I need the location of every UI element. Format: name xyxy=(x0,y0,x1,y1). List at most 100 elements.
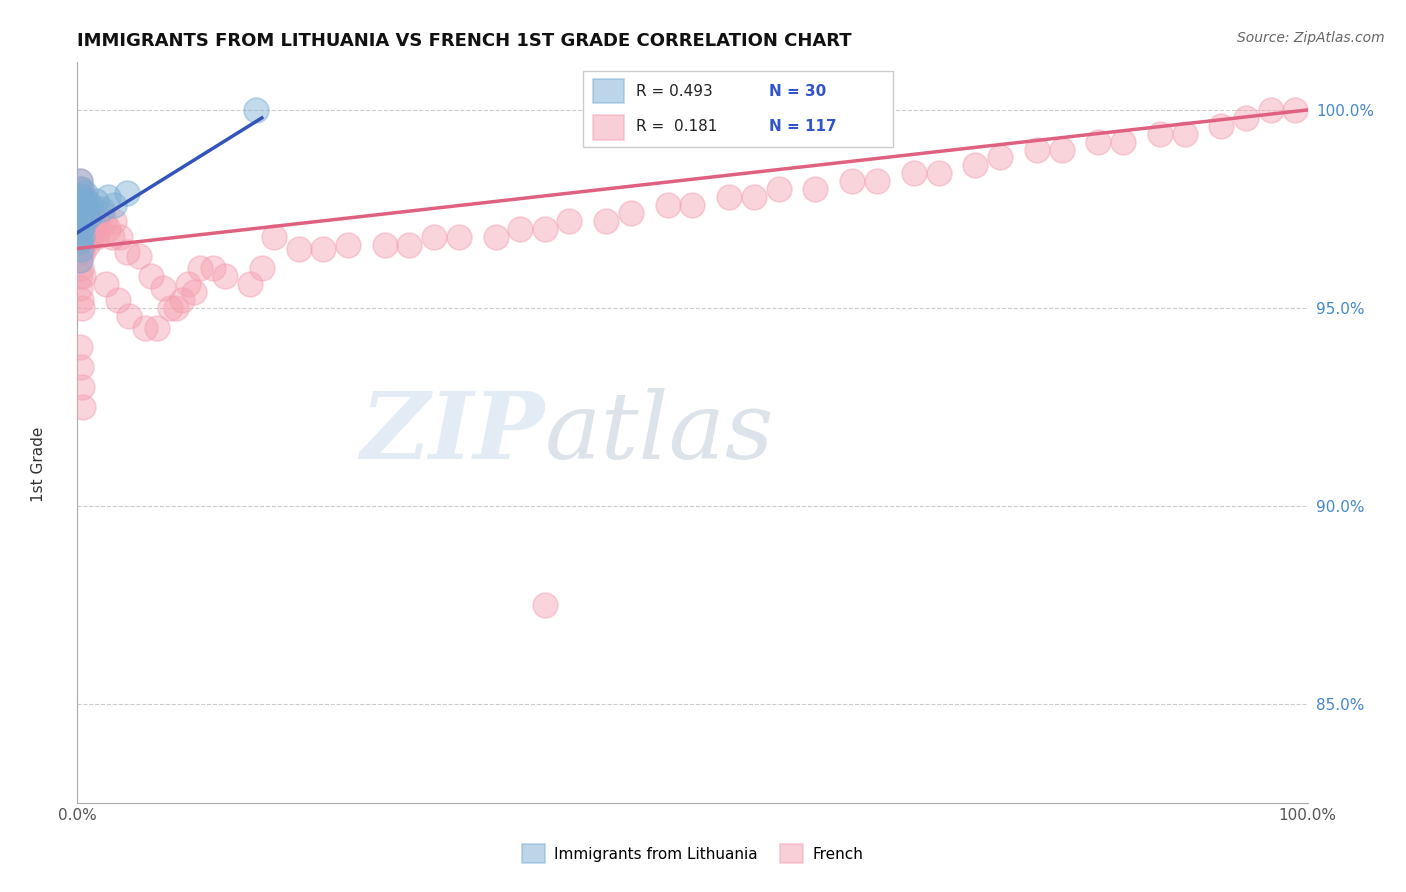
Point xyxy=(67,245,90,260)
Point xyxy=(965,158,987,172)
Point xyxy=(82,206,104,220)
Point xyxy=(337,237,360,252)
Point xyxy=(90,202,114,216)
Point xyxy=(75,214,97,228)
Point xyxy=(67,214,90,228)
Point xyxy=(77,210,100,224)
Point xyxy=(69,253,91,268)
Point xyxy=(72,198,94,212)
FancyBboxPatch shape xyxy=(593,79,624,103)
Point xyxy=(72,245,94,260)
Text: atlas: atlas xyxy=(546,388,775,477)
Point xyxy=(76,202,98,216)
Point xyxy=(73,221,96,235)
Point xyxy=(75,194,97,208)
Point xyxy=(76,221,98,235)
Point xyxy=(239,277,262,292)
Point xyxy=(70,210,93,224)
Point xyxy=(245,103,267,117)
Point xyxy=(67,198,90,212)
Point xyxy=(159,301,181,315)
Point xyxy=(75,229,97,244)
Point xyxy=(67,210,90,224)
Point xyxy=(79,198,101,212)
Point xyxy=(866,174,889,188)
Point xyxy=(115,186,138,200)
Point xyxy=(1050,143,1073,157)
Point xyxy=(1026,143,1049,157)
Point xyxy=(69,269,91,284)
Text: N = 30: N = 30 xyxy=(769,84,827,99)
Point xyxy=(288,242,311,256)
Point xyxy=(118,309,141,323)
Point xyxy=(657,198,679,212)
Point xyxy=(72,400,94,414)
Text: ZIP: ZIP xyxy=(360,388,546,477)
Point xyxy=(103,214,125,228)
Point xyxy=(595,214,617,228)
Point xyxy=(263,229,285,244)
Text: R = 0.493: R = 0.493 xyxy=(636,84,713,99)
Point xyxy=(70,242,93,256)
Point xyxy=(214,269,236,284)
Point xyxy=(70,229,93,244)
Point xyxy=(70,202,93,216)
Point xyxy=(1149,127,1171,141)
Point xyxy=(152,281,174,295)
Point xyxy=(170,293,193,307)
Point xyxy=(76,237,98,252)
Point xyxy=(558,214,581,228)
Point xyxy=(682,198,704,212)
Point xyxy=(250,261,273,276)
Point xyxy=(69,194,91,208)
Point xyxy=(103,198,125,212)
Point xyxy=(84,229,107,244)
Point xyxy=(72,198,94,212)
FancyBboxPatch shape xyxy=(593,115,624,140)
Point xyxy=(70,214,93,228)
Text: R =  0.181: R = 0.181 xyxy=(636,120,717,134)
Point xyxy=(69,237,91,252)
Point xyxy=(620,206,643,220)
Point xyxy=(67,229,90,244)
Point xyxy=(509,221,531,235)
Point xyxy=(1112,135,1135,149)
Point xyxy=(79,229,101,244)
FancyBboxPatch shape xyxy=(583,71,893,147)
Text: 1st Grade: 1st Grade xyxy=(31,426,46,501)
Point xyxy=(1087,135,1109,149)
Point xyxy=(72,214,94,228)
Point xyxy=(988,151,1011,165)
Point xyxy=(768,182,790,196)
Legend: Immigrants from Lithuania, French: Immigrants from Lithuania, French xyxy=(516,838,869,869)
Point xyxy=(1174,127,1197,141)
Point xyxy=(69,281,91,295)
Point xyxy=(69,234,91,248)
Point xyxy=(69,190,91,204)
Point xyxy=(70,301,93,315)
Text: N = 117: N = 117 xyxy=(769,120,837,134)
Point xyxy=(73,206,96,220)
Point xyxy=(69,174,91,188)
Point xyxy=(70,237,93,252)
Point xyxy=(70,206,93,220)
Point xyxy=(398,237,420,252)
Point xyxy=(77,214,100,228)
Point xyxy=(69,221,91,235)
Point xyxy=(72,229,94,244)
Point xyxy=(94,277,117,292)
Point xyxy=(97,221,120,235)
Point xyxy=(534,221,557,235)
Point xyxy=(70,380,93,394)
Point xyxy=(76,206,98,220)
Point xyxy=(107,293,129,307)
Point xyxy=(742,190,765,204)
Point xyxy=(67,182,90,196)
Point xyxy=(70,221,93,235)
Point xyxy=(101,229,124,244)
Point xyxy=(447,229,470,244)
Point xyxy=(110,229,132,244)
Point xyxy=(93,214,115,228)
Point xyxy=(80,221,103,235)
Point xyxy=(201,261,224,276)
